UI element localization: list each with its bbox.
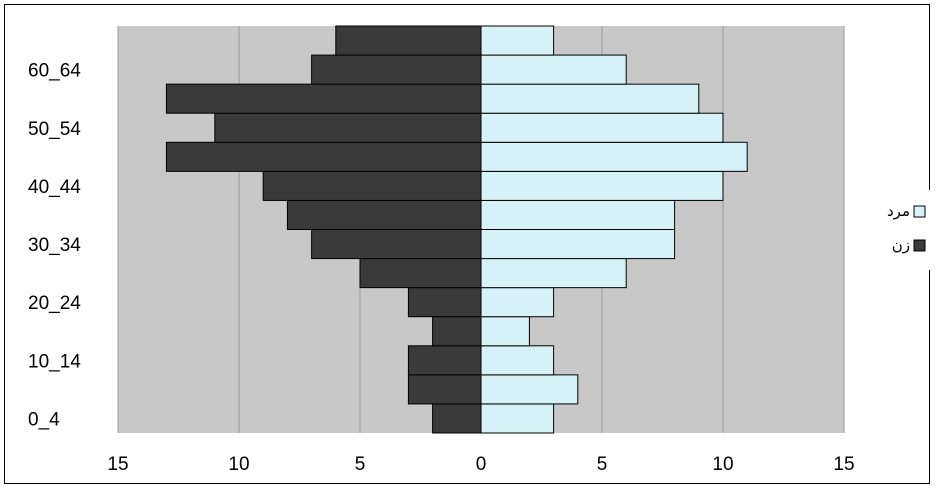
- x-tick-label: 10: [712, 454, 733, 475]
- y-tick-label: 0_4: [28, 409, 60, 430]
- bar-male-60_64: [480, 54, 627, 85]
- bar-female-60_64: [311, 54, 482, 85]
- bar-female-55_59: [165, 83, 482, 114]
- legend: مرد زن: [846, 190, 936, 270]
- bar-male-15_19: [480, 316, 530, 347]
- bar-female-15_19: [432, 316, 482, 347]
- bar-male-55_59: [480, 83, 700, 114]
- bar-female-0_4: [432, 403, 482, 434]
- legend-swatch-male: [913, 205, 926, 218]
- legend-label-male: مرد: [887, 202, 910, 220]
- y-tick-label: 50_54: [28, 119, 81, 140]
- y-tick-label: 60_64: [28, 61, 81, 82]
- y-axis-tick-labels: 0_4 10_14 20_24 30_34 40_44 50_54 60_64: [28, 61, 81, 431]
- bar-female-10_14: [407, 345, 482, 376]
- bar-female-40_44: [262, 170, 482, 201]
- x-tick-label: 5: [355, 454, 366, 475]
- x-axis-tick-labels: 15 10 5 0 5 10 15: [107, 454, 854, 475]
- bar-male-5_9: [480, 374, 579, 405]
- bar-male-30_34: [480, 229, 676, 260]
- bar-male-45_49: [480, 141, 748, 172]
- bar-male-50_54: [480, 112, 724, 143]
- legend-swatch-female: [913, 239, 926, 252]
- bar-female-45_49: [165, 141, 482, 172]
- bar-male-35_39: [480, 199, 676, 231]
- bar-male-40_44: [480, 170, 724, 201]
- bar-female-5_9: [407, 374, 482, 405]
- bars: [165, 25, 748, 434]
- bar-male-25_29: [480, 258, 627, 289]
- y-tick-label: 20_24: [28, 293, 81, 314]
- x-tick-label: 10: [228, 454, 249, 475]
- bar-female-35_39: [286, 199, 482, 231]
- bar-female-25_29: [359, 258, 482, 289]
- bar-male-0_4: [480, 403, 555, 434]
- bar-female-20_24: [407, 287, 482, 318]
- y-tick-label: 10_14: [28, 351, 81, 372]
- bar-male-10_14: [480, 345, 555, 376]
- x-tick-label: 5: [597, 454, 608, 475]
- legend-label-female: زن: [892, 236, 910, 254]
- x-tick-label: 15: [833, 454, 854, 475]
- bar-female-65+: [335, 25, 482, 56]
- y-tick-label: 40_44: [28, 177, 81, 198]
- legend-box: [846, 190, 936, 270]
- bar-female-30_34: [311, 229, 482, 260]
- x-tick-label: 15: [107, 454, 128, 475]
- x-tick-label: 0: [476, 454, 487, 475]
- bar-male-20_24: [480, 287, 555, 318]
- bar-male-65+: [480, 25, 555, 56]
- bar-female-50_54: [214, 112, 482, 143]
- y-tick-label: 30_34: [28, 235, 81, 256]
